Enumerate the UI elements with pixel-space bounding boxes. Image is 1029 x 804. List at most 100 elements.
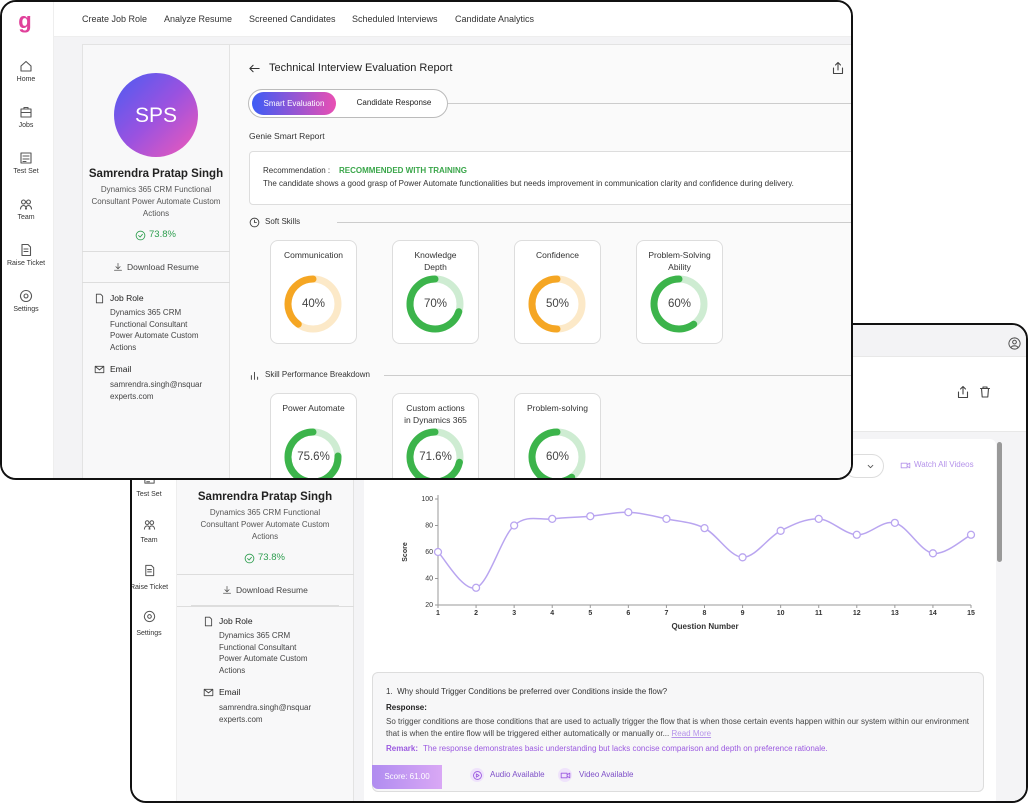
sidebar-item[interactable]: Raise Ticket <box>6 260 46 267</box>
mail-icon <box>203 688 213 696</box>
sidebar-item[interactable]: Settings <box>13 306 39 313</box>
x-axis-label: Question Number <box>671 622 738 631</box>
recommendation: RECOMMENDED WITH TRAINING <box>339 166 467 175</box>
nav-item[interactable]: Screened Candidates <box>249 14 336 24</box>
y-tick-label: 100 <box>421 496 433 503</box>
x-tick-label: 10 <box>777 610 785 617</box>
y-tick-label: 40 <box>425 575 433 582</box>
tab-label[interactable]: Candidate Response <box>356 98 432 107</box>
team-icon <box>19 199 33 210</box>
avatar-initials: SPS <box>134 104 178 127</box>
score-point <box>433 547 443 557</box>
skill-card <box>514 393 601 478</box>
nav-item[interactable]: Scheduled Interviews <box>352 14 438 24</box>
settings-icon <box>20 289 32 303</box>
mail-icon <box>94 365 104 373</box>
score-point <box>586 512 595 521</box>
doc-glyph <box>95 293 103 303</box>
gauge-arc <box>528 275 561 333</box>
gauge-arc <box>284 428 342 478</box>
sidebar-item[interactable]: Home <box>16 76 36 83</box>
settings-icon <box>143 611 155 623</box>
sidebar-item[interactable]: Raise Ticket <box>130 583 169 591</box>
settings-glyph <box>143 611 155 623</box>
x-tick-label: 11 <box>815 610 823 617</box>
x-tick-label: 8 <box>703 610 707 617</box>
ticket-glyph <box>144 564 154 577</box>
gauge <box>528 428 586 478</box>
doc-icon <box>204 616 212 626</box>
nav-item[interactable]: Analyze Resume <box>164 14 233 24</box>
ticket-icon <box>21 243 32 257</box>
nav-item[interactable]: Create Job Role <box>82 14 148 24</box>
logo: g <box>18 8 32 33</box>
score-badge: Score: 61.00 <box>372 765 442 789</box>
nav-item[interactable]: Candidate Analytics <box>455 14 535 24</box>
share-glyph <box>832 61 844 75</box>
response: So trigger conditions are those conditio… <box>386 716 976 740</box>
team-glyph <box>19 199 33 210</box>
home-icon <box>20 60 32 72</box>
x-tick-label: 9 <box>741 610 745 617</box>
mail-glyph <box>94 365 104 373</box>
score-point <box>776 526 785 535</box>
ticket-glyph <box>21 243 32 257</box>
skill-card <box>270 240 357 344</box>
x-tick-label: 4 <box>550 610 554 617</box>
mail-glyph <box>203 688 213 696</box>
share-icon <box>957 385 969 399</box>
recommendation-label: Recommendation : <box>263 166 331 175</box>
gauge-arc <box>284 275 317 328</box>
gauge <box>650 275 708 333</box>
divider <box>384 375 851 376</box>
sidebar-item[interactable]: Test Set <box>136 491 162 498</box>
gauge-label: 50% <box>545 298 570 310</box>
watch-all-videos[interactable]: Watch All Videos <box>914 460 974 469</box>
skill-name: Problem-solving <box>527 403 588 413</box>
x-tick-label: 15 <box>967 610 975 617</box>
user-icon <box>1008 336 1021 350</box>
video-glyph <box>900 462 910 468</box>
x-tick-label: 5 <box>588 610 592 617</box>
score: Score: 61.00 <box>384 772 430 781</box>
email: samrendra.singh@nsquarexperts.com <box>219 703 312 724</box>
share-glyph <box>957 385 969 399</box>
candidate-name: Samrendra Pratap Singh <box>197 491 333 503</box>
divider <box>448 103 851 104</box>
arrow-icon[interactable] <box>248 62 261 75</box>
top-bar <box>54 2 851 37</box>
score-point <box>738 553 747 562</box>
x-tick-label: 6 <box>626 610 630 617</box>
candidate-role: Dynamics 365 CRM Functional Consultant P… <box>200 508 330 541</box>
sidebar-item[interactable]: Team <box>17 214 35 221</box>
score-point <box>509 521 519 530</box>
candidate-name: Samrendra Pratap Singh <box>88 168 224 180</box>
report-label: Genie Smart Report <box>249 131 325 141</box>
sidebar-item[interactable]: Test Set <box>13 168 39 175</box>
avatar: SPS <box>114 73 198 157</box>
gauge <box>528 275 586 333</box>
tab-active[interactable]: Smart Evaluation <box>252 92 336 115</box>
audio-icon <box>472 770 482 780</box>
gauge-arc <box>650 275 698 333</box>
sidebar-item[interactable]: Jobs <box>18 122 34 129</box>
trash-glyph <box>979 386 991 398</box>
download-resume[interactable]: Download Resume <box>236 585 308 595</box>
gauge-label: 40% <box>301 298 326 310</box>
share-icon[interactable] <box>831 61 845 75</box>
gauge-arc <box>406 275 463 333</box>
trash-icon <box>979 386 991 398</box>
gauge-arc <box>528 428 576 478</box>
read-more[interactable]: Read More <box>671 729 712 738</box>
response-label: Response: <box>386 703 427 712</box>
sidebar-item[interactable]: Team <box>140 537 158 545</box>
check-glyph <box>244 553 254 563</box>
score-point <box>852 530 861 539</box>
gauge <box>284 275 342 333</box>
sidebar-item[interactable]: Settings <box>136 629 162 637</box>
recommendation-box <box>249 151 851 205</box>
download-glyph <box>114 263 122 271</box>
download-resume[interactable]: Download Resume <box>127 262 199 272</box>
front-window: g Home Jobs Test Set Team Raise Ticket Setting… <box>0 0 853 480</box>
match-score: 73.8% <box>258 552 285 563</box>
